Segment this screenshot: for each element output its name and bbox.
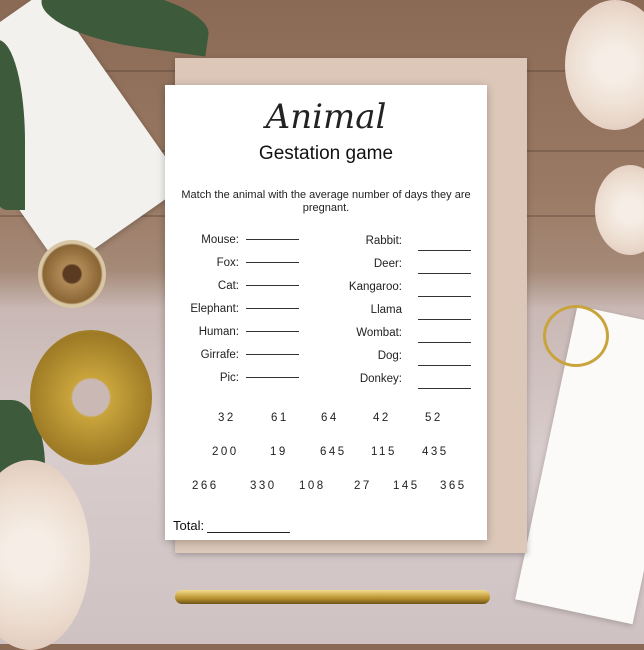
animal-label-left: Human: xyxy=(198,326,239,338)
animal-label-right: Dog: xyxy=(377,350,402,362)
answer-number: 115 xyxy=(371,446,397,458)
animal-label-right: Deer: xyxy=(373,258,402,270)
answer-number: 42 xyxy=(373,412,391,424)
answer-line-left xyxy=(246,262,299,263)
game-card: Animal Gestation game Match the animal w… xyxy=(165,85,487,540)
gold-ring xyxy=(543,305,609,367)
animal-label-left: Cat: xyxy=(217,280,239,292)
animal-label-left: Pic: xyxy=(219,372,239,384)
animal-label-right: Llama xyxy=(370,304,402,316)
answer-number: 266 xyxy=(192,480,219,492)
answer-line-right xyxy=(418,365,471,366)
rose-decoration xyxy=(565,0,644,130)
instructions: Match the animal with the average number… xyxy=(181,189,471,214)
answer-line-left xyxy=(246,331,299,332)
animal-label-right: Wombat: xyxy=(356,327,402,339)
answer-number: 61 xyxy=(271,412,289,424)
answer-number: 330 xyxy=(250,480,277,492)
answer-line-right xyxy=(418,342,471,343)
answer-line-left xyxy=(246,285,299,286)
total-label: Total: xyxy=(173,518,205,533)
answer-number: 145 xyxy=(393,480,420,492)
answer-number: 645 xyxy=(320,446,347,458)
total-answer-line xyxy=(207,532,290,533)
answer-number: 435 xyxy=(422,446,449,458)
answer-line-left xyxy=(246,377,299,378)
animal-label-right: Kangaroo: xyxy=(348,281,402,293)
answer-number: 52 xyxy=(425,412,443,424)
answer-line-right xyxy=(418,250,471,251)
answer-number: 27 xyxy=(354,480,372,492)
answer-number: 64 xyxy=(321,412,339,424)
answer-line-right xyxy=(418,319,471,320)
animal-label-left: Fox: xyxy=(216,257,239,269)
rose-decoration xyxy=(0,460,90,650)
answer-number: 32 xyxy=(218,412,236,424)
animal-label-left: Girrafe: xyxy=(200,349,239,361)
gold-pen xyxy=(175,590,490,604)
animal-label-right: Donkey: xyxy=(359,373,402,385)
answer-line-left xyxy=(246,239,299,240)
card-subtitle: Gestation game xyxy=(258,143,394,164)
animal-label-right: Rabbit: xyxy=(365,235,402,247)
answer-line-right xyxy=(418,273,471,274)
answer-line-left xyxy=(246,308,299,309)
answer-line-left xyxy=(246,354,299,355)
answer-line-right xyxy=(418,296,471,297)
answer-number: 365 xyxy=(440,480,467,492)
answer-number: 108 xyxy=(299,480,326,492)
animal-label-left: Elephant: xyxy=(190,303,239,315)
gold-ring-dish xyxy=(30,330,152,465)
rose-decoration xyxy=(595,165,644,255)
answer-number: 200 xyxy=(212,446,239,458)
thread-spool xyxy=(38,240,106,308)
animal-label-left: Mouse: xyxy=(201,234,239,246)
answer-line-right xyxy=(418,388,471,389)
answer-number: 19 xyxy=(270,446,288,458)
card-title: Animal xyxy=(265,97,387,137)
